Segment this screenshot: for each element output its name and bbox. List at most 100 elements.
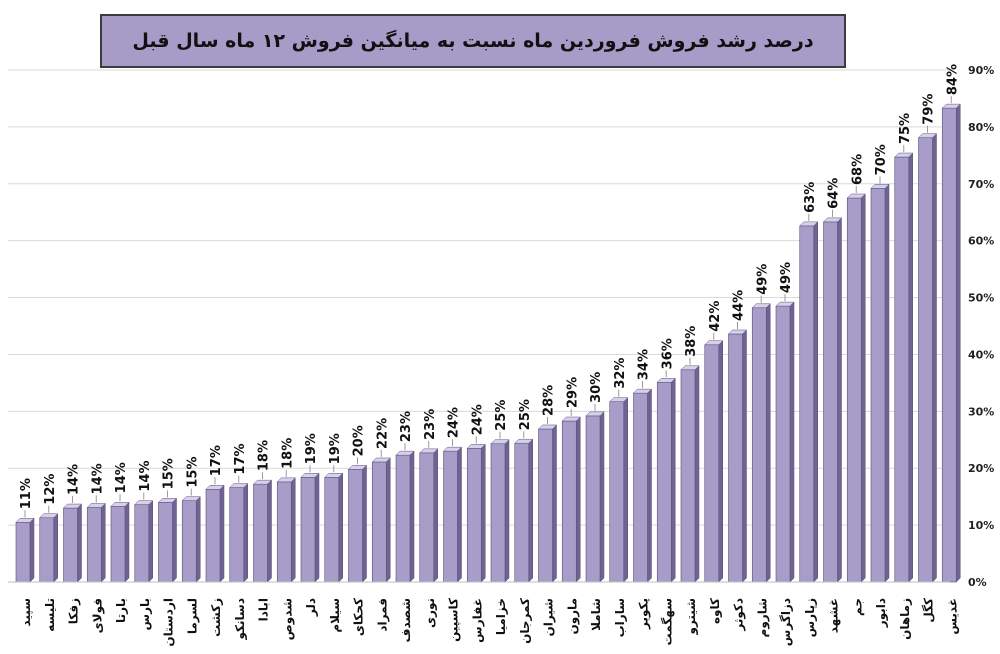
category-label: فولای [90,598,105,633]
category-label: فمراد [375,598,389,632]
bar-side [813,221,818,583]
bar-side [576,416,581,583]
bar [633,392,648,583]
category-label: دسانکو [233,598,248,640]
bar-side [243,482,248,583]
bar [205,488,221,583]
data-label: 12% [43,474,58,505]
category-label: بارتا [114,598,128,623]
data-label: 49% [755,264,770,295]
bar-top [62,503,83,509]
category-label: ساراب [613,598,627,637]
bar-side [884,183,890,583]
bar-side [956,103,961,583]
bar-top [181,496,201,501]
bar [348,469,363,583]
category-label: خزامیا [494,598,508,635]
chart-title: درصد رشد فروش فروردین ماه نسبت به میانگی… [132,30,814,52]
bar-side [837,217,842,583]
category-label: غدیس [945,598,959,635]
bar-side [219,484,225,583]
bar-top [751,303,771,309]
category-label: زپارس [803,598,817,637]
data-label: 68% [850,154,865,185]
data-label: 14% [114,462,129,493]
bar-top [490,439,510,445]
data-label: 32% [613,358,628,389]
category-label: شاملا [589,598,603,631]
bar-top [229,483,249,488]
data-label: 24% [470,404,485,435]
bar-top [15,518,35,523]
bar-side [124,501,130,583]
bar-side [932,133,937,583]
category-label: پکویر [637,598,652,630]
bar [894,156,910,583]
bar [490,443,506,583]
bar-side [338,472,343,583]
bar-top [466,444,486,449]
bar-top [846,193,866,199]
category-label: ابادا [257,598,271,621]
category-label: زکشت [209,598,223,637]
bar [15,521,31,583]
data-label: 23% [423,409,438,440]
category-label: شیران [542,598,556,637]
bar [371,461,387,583]
bar-side [172,497,177,583]
category-label: شیترو [684,598,699,636]
bar-side [386,457,391,583]
bar-top [86,503,106,508]
bar-top [300,473,320,478]
bar-side [101,502,106,583]
bar-top [514,438,534,444]
data-label: 23% [399,411,414,442]
y-tick-label: 0% [968,576,987,589]
category-label: زفکا [67,598,81,624]
bar [181,500,197,583]
bar-side [789,301,795,583]
bar-top [870,184,890,189]
bar [538,428,553,583]
category-label: کاوه [708,598,723,624]
bar [704,344,720,583]
data-label: 17% [209,445,224,476]
bar [751,307,767,583]
bar-top [680,365,700,371]
bar [443,450,458,583]
data-label: 28% [542,385,557,416]
bar-top [537,424,558,430]
bar-side [29,517,35,583]
bar [63,507,78,583]
bar [110,506,126,583]
category-label: سپید [19,598,33,627]
data-label: 70% [874,144,889,175]
bar-side [291,477,296,583]
bar [253,483,268,583]
category-label: کمرجان [518,598,532,644]
category-label: اردستان [162,598,176,647]
category-label: مارون [565,598,580,635]
bar-top [799,221,819,227]
data-label: 17% [233,443,248,474]
bar [86,507,102,583]
bar [799,225,815,583]
bar-top [585,411,605,417]
data-label: 25% [494,400,509,431]
bar [728,333,743,583]
data-label: 19% [304,433,319,464]
bar [158,502,173,583]
bar-top [822,217,843,223]
bar-top [704,340,724,346]
bar-side [362,464,367,583]
data-label: 14% [138,461,153,492]
bar [656,382,672,583]
bar-side [504,439,510,583]
y-tick-label: 80% [968,121,994,134]
y-tick-label: 90% [968,64,994,77]
data-label: 19% [328,433,343,464]
bar [918,137,933,583]
bar-top [252,479,273,485]
bar [134,504,150,583]
category-label: کاسپین [447,598,461,642]
